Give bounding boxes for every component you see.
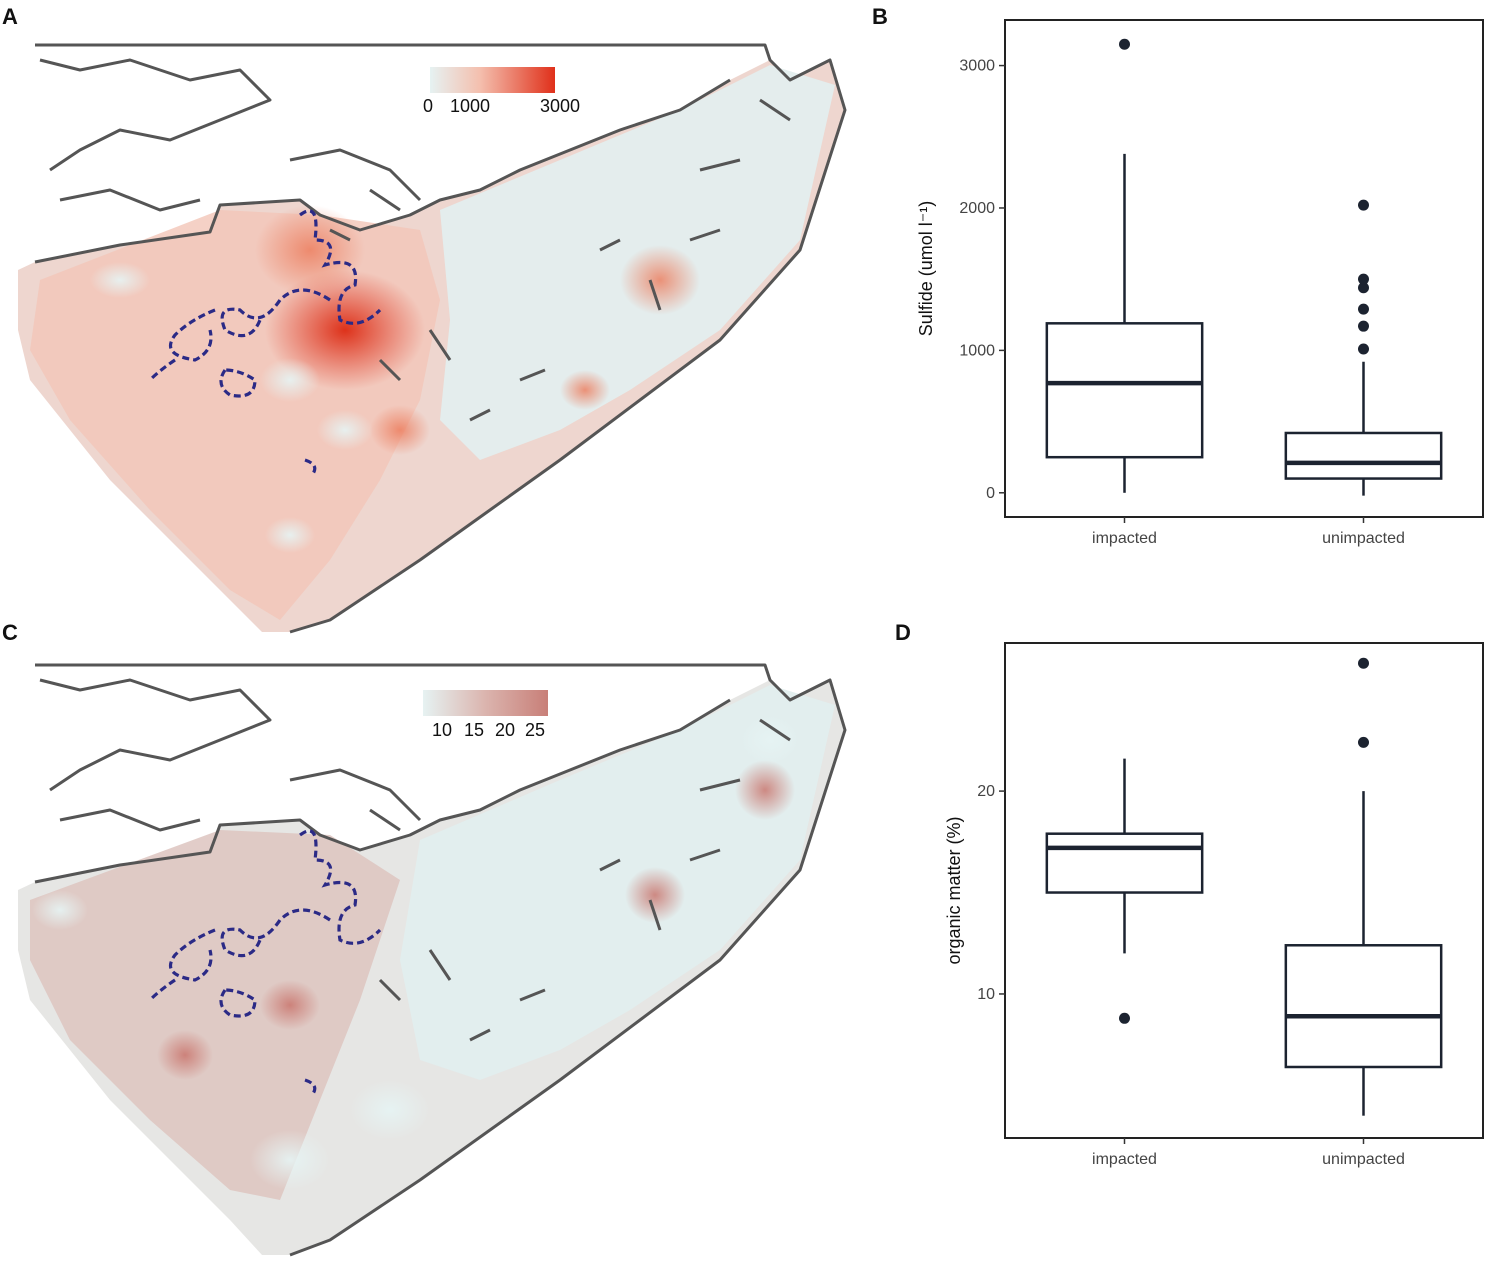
y-tick-label: 10 xyxy=(977,986,995,1003)
outlier-point xyxy=(1358,282,1369,294)
map-c-hotspot-southwest xyxy=(157,1030,213,1080)
map-a-cool-spot xyxy=(90,262,150,298)
x-tick-label: unimpacted xyxy=(1322,530,1405,547)
map-a-hotspot-south xyxy=(370,405,430,455)
map-a-hotspot-northeast xyxy=(620,245,700,315)
map-c-hotspot-northeast xyxy=(735,760,795,820)
map-c-shoreline xyxy=(34,698,731,884)
legend-a-tick: 3000 xyxy=(540,96,580,116)
outlier-point xyxy=(1358,273,1369,285)
map-a xyxy=(18,43,847,634)
map-c-cool-spot xyxy=(350,1080,430,1140)
legend-c-tick: 20 xyxy=(495,720,515,740)
map-a-cool-spot xyxy=(265,517,315,553)
outlier-point xyxy=(1358,736,1369,748)
x-tick-label: impacted xyxy=(1092,1151,1157,1168)
x-tick-label: impacted xyxy=(1092,530,1157,547)
legend-a-tick: 0 xyxy=(423,96,433,116)
map-c-impact-outline xyxy=(148,829,382,1096)
map-c-hotspot-inlet xyxy=(625,867,685,923)
plot-frame xyxy=(1004,19,1484,518)
map-c-cool-spot xyxy=(250,1130,330,1190)
y-tick-label: 1000 xyxy=(959,342,995,359)
y-axis-title: organic matter (%) xyxy=(944,816,964,964)
legend-c-tick: 15 xyxy=(464,720,484,740)
y-tick-label: 20 xyxy=(977,783,995,800)
panel-label-a: A xyxy=(2,4,18,29)
y-axis-title: Sulfide (umol l⁻¹) xyxy=(916,201,936,337)
box-unimpacted xyxy=(1284,431,1443,480)
map-c-islands xyxy=(39,678,791,1042)
box-impacted xyxy=(1045,832,1204,894)
box-unimpacted xyxy=(1284,944,1443,1069)
map-c-cool-spot xyxy=(740,715,800,765)
legend-c-tick: 25 xyxy=(525,720,545,740)
plot-frame xyxy=(1004,642,1484,1139)
legend-c-tick: 10 xyxy=(432,720,452,740)
y-tick-label: 0 xyxy=(986,485,995,502)
map-c-cool-spot xyxy=(32,890,88,930)
boxplot-b: 0 1000 2000 3000 impacted unimpacted Sulfide (… xyxy=(916,19,1484,547)
legend-c-bar xyxy=(423,690,548,716)
x-tick-label: unimpacted xyxy=(1322,1151,1405,1168)
y-tick-label: 3000 xyxy=(959,58,995,75)
box-impacted xyxy=(1045,322,1204,459)
outlier-point xyxy=(1119,38,1130,50)
outlier-point xyxy=(1358,657,1369,669)
outlier-point xyxy=(1358,343,1369,355)
map-a-hotspot-central xyxy=(265,270,425,390)
panel-label-d: D xyxy=(895,620,911,645)
map-a-islands xyxy=(39,58,791,422)
outlier-point xyxy=(1119,1012,1130,1024)
map-c-hotspot-interior xyxy=(260,980,320,1030)
outlier-point xyxy=(1358,199,1369,211)
legend-a-bar xyxy=(430,67,555,93)
y-tick-label: 2000 xyxy=(959,200,995,217)
outlier-point xyxy=(1358,303,1369,315)
map-c-interior-warm xyxy=(30,830,400,1200)
panel-label-c: C xyxy=(2,620,18,645)
map-a-impact-outline xyxy=(148,209,382,476)
map-c-coastline xyxy=(35,663,847,1257)
map-a-hotspot-bay xyxy=(255,205,365,295)
map-a-coastline xyxy=(35,43,847,634)
outlier-point xyxy=(1358,320,1369,332)
panel-label-b: B xyxy=(872,4,888,29)
map-a-shoreline xyxy=(34,78,731,264)
map-a-cool-spot xyxy=(317,410,373,450)
map-a-hotspot-coast xyxy=(560,370,610,410)
legend-a-tick: 1000 xyxy=(450,96,490,116)
boxplot-d: 10 20 impacted unimpacted organic matter (%) xyxy=(944,642,1484,1168)
map-c xyxy=(18,663,847,1257)
map-a-cool-spot xyxy=(260,358,320,402)
